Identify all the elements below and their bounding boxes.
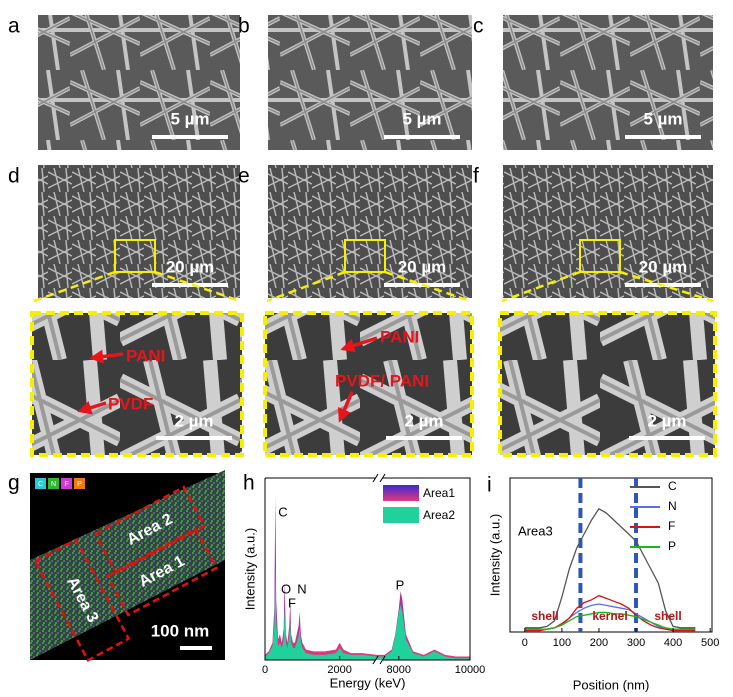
- region-label: kernel: [592, 609, 627, 623]
- x-tick-label: 10000: [455, 664, 486, 676]
- sem-image: [38, 165, 240, 298]
- annotation: PANI: [380, 327, 419, 346]
- area-outline: [33, 538, 131, 662]
- zoom-connector: [154, 270, 241, 303]
- element-chip: [35, 478, 46, 489]
- profile-line: [524, 611, 696, 630]
- legend-label: Area1: [423, 486, 455, 500]
- sem-image: [498, 311, 717, 457]
- scale-bar-label: 20 µm: [639, 257, 688, 276]
- legend-swatch: [383, 507, 419, 523]
- panel-label: c: [473, 15, 484, 38]
- x-tick-label: 100: [553, 637, 571, 649]
- scale-bar-label: 2 µm: [174, 411, 213, 430]
- sem-image: [503, 165, 713, 298]
- sem-image: [503, 15, 713, 150]
- scale-bar-label: 20 µm: [398, 257, 447, 276]
- x-tick-label: 0: [262, 664, 268, 676]
- legend-label: F: [668, 519, 675, 533]
- x-tick-label: 0: [522, 637, 528, 649]
- x-axis-label: Position (nm): [573, 677, 650, 692]
- x-tick-label: 400: [664, 637, 682, 649]
- annotation: Area3: [518, 523, 553, 538]
- element-chip-label: N: [51, 481, 56, 488]
- x-tick-label: 8000: [387, 664, 411, 676]
- panel-label: i: [487, 474, 492, 497]
- x-tick-label: 300: [627, 637, 645, 649]
- axis-break: [372, 473, 379, 483]
- sem-image: [268, 165, 472, 298]
- x-tick-label: 2000: [327, 664, 351, 676]
- x-tick-label: 200: [590, 637, 608, 649]
- legend-label: C: [668, 479, 677, 493]
- annotation: PVDF: [108, 394, 153, 413]
- panel-label: g: [8, 472, 20, 495]
- sem-image: [268, 15, 472, 150]
- y-axis-label: Intensity (a.u.): [487, 514, 502, 596]
- arrow: [89, 349, 124, 364]
- peak-label: C: [278, 504, 287, 519]
- element-chip: [48, 478, 59, 489]
- panel-label: h: [243, 472, 255, 495]
- zoom-connector: [384, 270, 471, 303]
- element-chip: [74, 478, 85, 489]
- scale-bar-label: 100 nm: [151, 621, 210, 640]
- profile-line: [524, 507, 696, 629]
- scale-bar-label: 20 µm: [166, 257, 215, 276]
- legend-swatch: [383, 485, 419, 501]
- legend-label: P: [668, 539, 676, 553]
- scale-bar-label: 2 µm: [647, 411, 686, 430]
- spectrum-area: [265, 565, 470, 660]
- axis-break: [379, 473, 386, 483]
- axes-frame: [264, 477, 471, 661]
- axes-frame: [509, 477, 713, 633]
- element-chip-label: C: [38, 481, 43, 488]
- arrow: [340, 336, 378, 353]
- peak-label: F: [288, 595, 296, 610]
- zoom-box: [114, 239, 156, 273]
- panel-label: b: [238, 15, 250, 38]
- legend-label: N: [668, 499, 677, 513]
- peak-label: N: [297, 581, 306, 596]
- element-chip-label: F: [64, 481, 68, 488]
- annotation: PANI: [126, 346, 165, 365]
- element-chip-label: P: [77, 481, 82, 488]
- scale-bar-label: 5 µm: [643, 109, 682, 128]
- scale-bar-label: 2 µm: [404, 411, 443, 430]
- peak-label: O: [281, 581, 291, 596]
- element-chip: [61, 478, 72, 489]
- zoom-connector: [501, 270, 581, 303]
- sem-image: [30, 311, 244, 457]
- region-label: shell: [531, 609, 558, 623]
- panel-label: e: [238, 165, 250, 188]
- annotation: PVDF/ PANI: [335, 371, 429, 390]
- panel-label: a: [8, 15, 20, 38]
- scale-bar-label: 5 µm: [170, 109, 209, 128]
- zoom-box: [579, 239, 621, 273]
- sem-image: [263, 311, 474, 457]
- panel-label: f: [473, 165, 479, 188]
- zoom-connector: [33, 270, 116, 303]
- x-axis-label: Energy (keV): [330, 675, 406, 690]
- zoom-box: [344, 239, 386, 273]
- scale-bar-label: 5 µm: [402, 109, 441, 128]
- region-label: shell: [654, 609, 681, 623]
- legend-label: Area2: [423, 508, 455, 522]
- axis-break: [379, 655, 386, 665]
- sem-image: [38, 15, 240, 150]
- arrow: [77, 401, 107, 415]
- zoom-connector: [266, 270, 346, 303]
- arrow: [337, 391, 354, 423]
- peak-label: P: [396, 577, 405, 592]
- x-tick-label: 500: [701, 637, 719, 649]
- zoom-connector: [619, 270, 714, 303]
- axis-break: [372, 655, 379, 665]
- y-axis-label: Intensity (a.u.): [242, 528, 257, 610]
- panel-label: d: [8, 165, 20, 188]
